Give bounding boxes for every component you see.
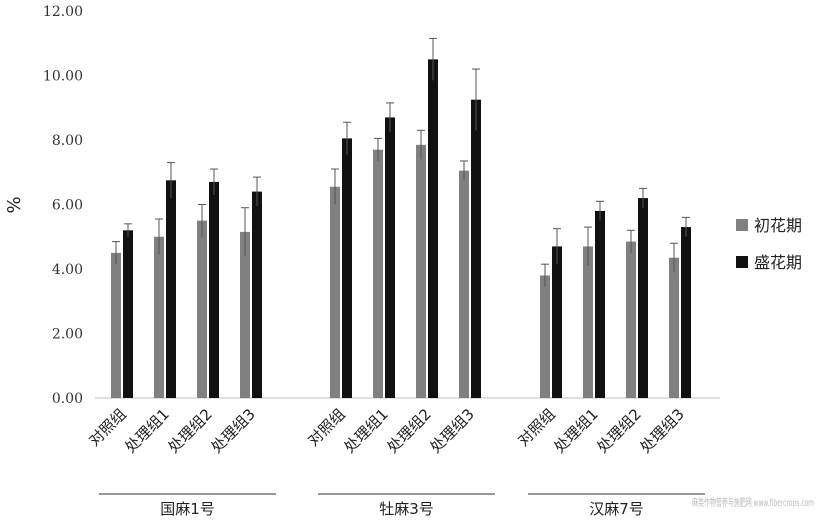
y-tick-label: 2.00 [52,327,83,343]
y-tick-label: 6.00 [52,198,83,214]
bar-early-flowering [154,236,164,398]
category-label: 处理组2 [165,405,216,456]
bar-early-flowering [330,186,340,398]
bar-full-flowering [385,117,395,399]
bar-early-flowering [197,220,207,398]
legend: 初花期 盛花期 [736,216,802,272]
bar-early-flowering [626,241,636,398]
bar-early-flowering [111,252,121,398]
bar-full-flowering [681,227,691,398]
bar-early-flowering [240,231,250,398]
bar-full-flowering [428,59,438,398]
y-axis-ticks: 0.00 2.00 4.00 6.00 8.00 10.00 12.00 [43,4,83,407]
legend-label-full-flowering: 盛花期 [754,253,802,272]
group-label: 汉麻7号 [589,500,644,518]
bar-full-flowering [123,230,133,398]
category-label: 处理组2 [384,405,435,456]
bar-full-flowering [252,191,262,398]
category-label: 处理组3 [427,405,478,456]
bar-early-flowering [459,170,469,398]
bar-early-flowering [540,275,550,398]
bar-full-flowering [342,138,352,398]
bar-full-flowering [209,181,219,398]
bar-full-flowering [552,246,562,398]
legend-swatch-full-flowering [736,256,748,268]
group-labels: 国麻1号 牡麻3号 汉麻7号 [99,493,705,518]
y-tick-label: 10.00 [43,69,83,85]
bar-full-flowering [166,180,176,398]
bar-early-flowering [583,246,593,398]
legend-swatch-early-flowering [736,219,748,231]
bar-early-flowering [373,149,383,398]
category-label: 处理组3 [208,405,259,456]
watermark: 麻类作物营养与施肥网 www.fibercrops.com [692,496,814,509]
bar-full-flowering [471,99,481,398]
y-tick-label: 0.00 [52,391,83,407]
group-label: 国麻1号 [160,500,215,518]
y-tick-label: 12.00 [43,4,83,20]
legend-label-early-flowering: 初花期 [754,216,802,235]
y-tick-label: 8.00 [52,133,83,149]
y-axis-label: % [4,196,25,213]
category-label: 处理组1 [551,405,602,456]
y-tick-label: 4.00 [52,262,83,278]
bars [111,59,691,399]
category-label: 处理组1 [341,405,392,456]
group-label: 牡麻3号 [379,500,434,518]
bar-early-flowering [669,257,679,398]
bar-full-flowering [638,198,648,398]
category-label: 处理组1 [122,405,173,456]
bar-full-flowering [595,210,605,398]
error-bars [112,37,690,287]
category-label: 处理组3 [637,405,688,456]
bar-early-flowering [416,144,426,398]
category-label: 处理组2 [594,405,645,456]
